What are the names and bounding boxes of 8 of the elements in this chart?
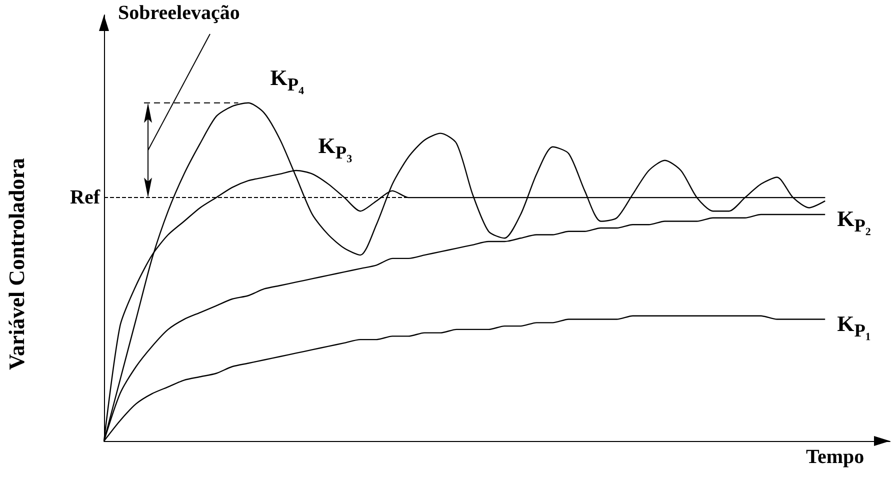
series-label: K$_{P₄}$ — [270, 64, 304, 96]
series-label: K$_{P₁}$ — [837, 311, 871, 342]
series-label: K$_{P₂}$ — [837, 206, 871, 237]
x-axis-title: Tempo — [806, 446, 864, 469]
y-axis-title: Variável Controladora — [4, 158, 30, 370]
series-label: K$_{P₃}$ — [318, 132, 352, 163]
ref-line-label: Ref — [70, 186, 100, 209]
text: Sobreelevação — [118, 2, 240, 25]
